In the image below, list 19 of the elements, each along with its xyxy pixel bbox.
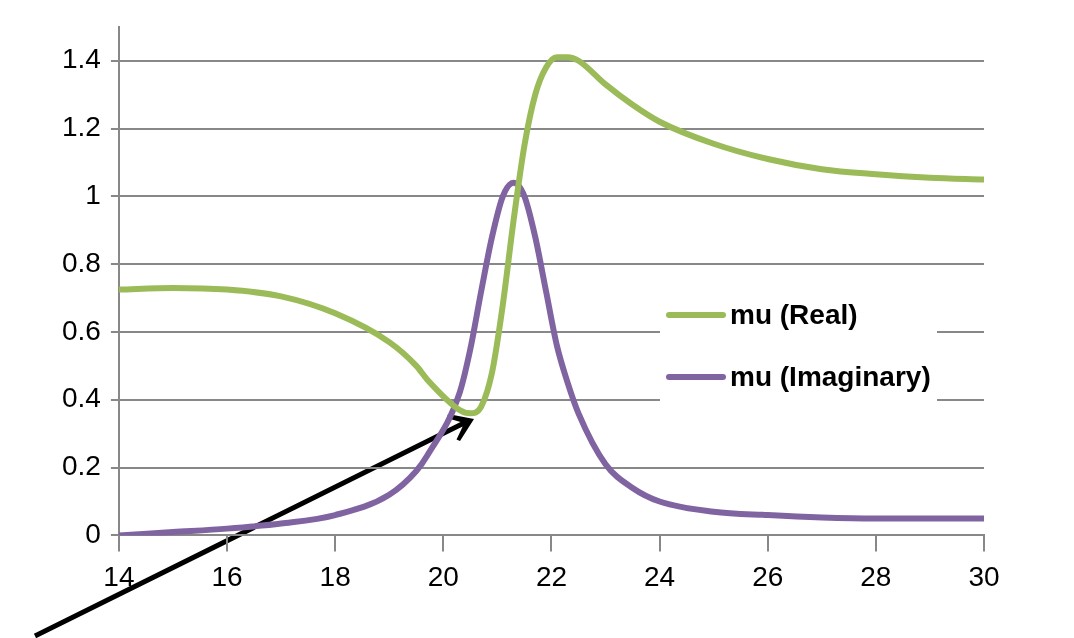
x-tick-label: 22 bbox=[535, 560, 568, 592]
x-tick-label: 30 bbox=[968, 560, 1000, 592]
y-tick-label: 0.6 bbox=[61, 314, 101, 346]
y-tick-label: 1.4 bbox=[61, 43, 101, 75]
x-tick-label: 26 bbox=[752, 560, 784, 592]
x-tick-label: 20 bbox=[427, 560, 459, 592]
x-tick-label: 18 bbox=[319, 560, 351, 592]
legend-label: mu (Imaginary) bbox=[730, 361, 931, 393]
x-tick-label: 24 bbox=[644, 560, 676, 592]
y-tick-label: 1.2 bbox=[61, 111, 101, 143]
y-tick-label: 0.4 bbox=[61, 382, 101, 414]
x-tick-label: 14 bbox=[103, 560, 135, 592]
y-tick-label: 0.8 bbox=[61, 246, 101, 278]
y-tick-label: 0.2 bbox=[61, 450, 101, 482]
y-tick-label: 0 bbox=[85, 518, 101, 550]
y-tick-label: 1 bbox=[85, 179, 101, 211]
x-tick-label: 16 bbox=[211, 560, 243, 592]
x-tick-label: 28 bbox=[860, 560, 892, 592]
legend-label: mu (Real) bbox=[730, 299, 858, 331]
